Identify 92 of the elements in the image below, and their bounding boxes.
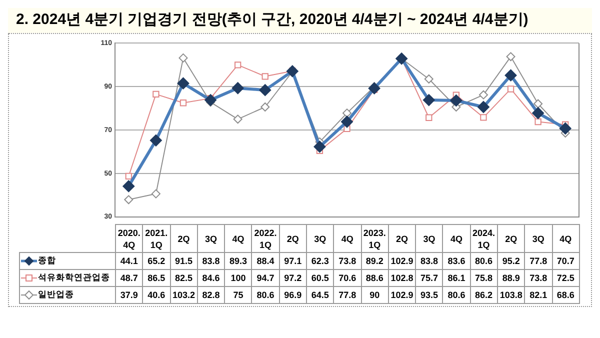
x-tick-label: 2Q [286,232,300,244]
data-label: 77.8 [524,252,552,270]
legend-label: 종합 [38,255,56,265]
data-label: 65.2 [142,252,170,270]
x-tick-label: 2Q [504,232,518,244]
data-label: 70.7 [552,252,580,270]
data-label: 86.1 [442,270,470,286]
data-label: 86.2 [470,286,498,304]
legend-label: 일반업종 [38,289,74,299]
data-label: 91.5 [170,252,198,270]
x-tick-label: 4Q [450,232,464,244]
data-label: 82.5 [170,270,198,286]
data-label: 102.8 [388,270,416,286]
x-tick-label: 2024. 1Q [470,226,497,250]
data-label: 75.7 [416,270,443,286]
x-tick-label: 3Q [422,232,436,244]
data-label: 96.9 [279,286,306,304]
data-label: 88.6 [361,270,388,286]
point [424,74,434,84]
data-label: 89.2 [361,252,388,270]
data-label: 40.6 [142,286,170,304]
point [233,114,242,124]
point [480,114,487,121]
point [151,189,160,198]
data-label: 100 [224,270,252,286]
data-label: 90 [361,286,388,304]
data-label: 93.5 [416,286,443,304]
point [534,118,542,126]
data-label: 89.3 [224,252,252,270]
data-label: 75 [224,286,252,304]
data-label: 73.8 [334,252,362,270]
x-tick-label: 3Q [313,232,328,244]
data-label: 97.1 [279,252,306,270]
point [262,73,268,80]
data-label: 48.7 [116,270,143,286]
data-label: 84.6 [197,270,225,286]
x-tick-label: 2Q [394,232,409,244]
data-label: 62.3 [306,252,334,270]
x-tick-label: 4Q [340,232,354,244]
point [342,108,352,118]
data-label: 82.1 [524,286,552,304]
data-label: 95.2 [497,252,525,270]
data-label: 60.5 [306,270,334,286]
point [506,52,516,62]
x-tick-label: 2023. 1Q [362,226,388,250]
x-tick-label: 4Q [558,232,573,244]
data-label: 44.1 [116,252,143,270]
point [178,53,188,62]
data-label: 72.5 [552,270,580,286]
x-tick-label: 4Q [231,232,246,244]
data-label: 103.2 [170,286,198,304]
x-tick-label: 2020. 4Q [116,226,142,250]
x-tick-label: 3Q [531,232,546,244]
data-label: 83.8 [416,252,443,270]
x-tick-label: 2Q [176,232,191,244]
data-label: 70.6 [334,270,362,286]
x-tick-label: 3Q [204,232,218,244]
data-label: 68.6 [552,286,580,304]
x-tick-label: 2021. 1Q [143,226,170,250]
data-label: 80.6 [252,286,280,304]
data-label: 83.8 [197,252,225,270]
data-label: 86.5 [142,270,170,286]
point [125,172,132,180]
data-label: 102.9 [388,252,416,270]
point [426,114,432,121]
data-label: 97.2 [279,270,306,286]
data-label: 80.6 [470,252,498,270]
data-label: 75.8 [470,270,498,286]
point [234,62,242,68]
data-label: 37.9 [116,286,143,304]
chart-title: 2. 2024년 4분기 기업경기 전망(추이 구간, 2020년 4/4분기 ~ 2024년 4/4분기) [15,10,530,30]
data-label: 103.8 [497,286,525,304]
point [344,125,350,132]
point [534,99,543,108]
point [124,195,134,204]
data-label: 64.5 [306,286,334,304]
data-label: 73.8 [524,270,552,286]
data-label: 88.9 [497,270,525,286]
data-label: 77.8 [334,286,362,304]
data-label: 94.7 [252,270,280,286]
data-label: 102.9 [388,286,416,304]
point [152,90,160,98]
data-label: 88.4 [252,252,280,270]
data-label: 82.8 [197,286,225,304]
data-label: 80.6 [442,286,470,304]
point [180,100,187,106]
x-tick-label: 2022. 1Q [252,226,279,250]
legend-label: 석유화학연관업종 [38,272,110,282]
point [507,86,514,92]
point [478,90,488,100]
data-label: 83.6 [442,252,470,270]
point [260,102,270,112]
